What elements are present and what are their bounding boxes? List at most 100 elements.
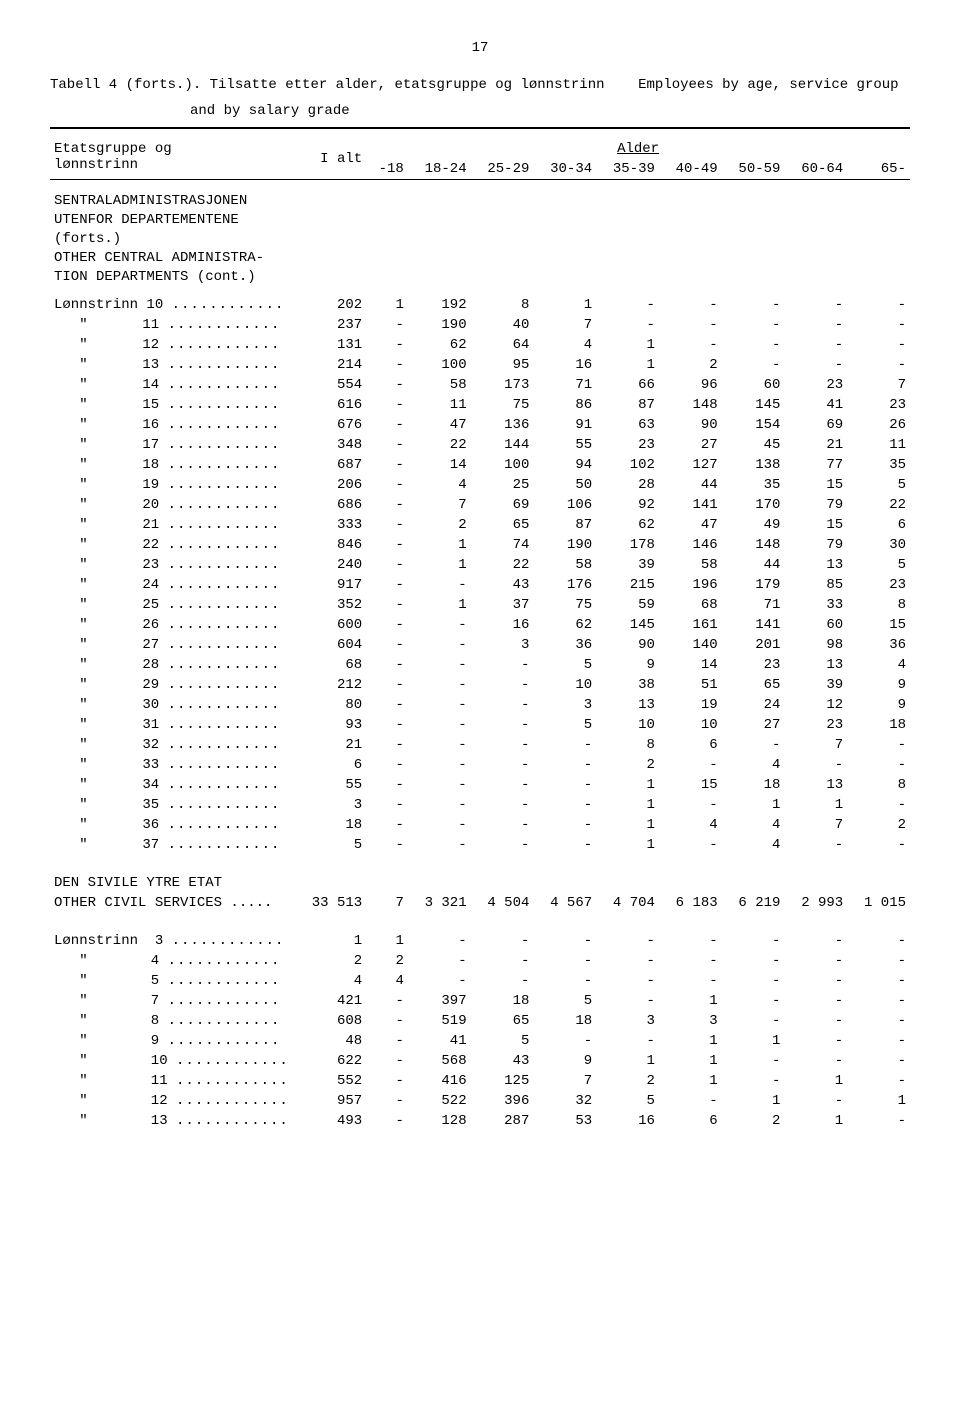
cell: 41 <box>408 1031 471 1051</box>
cell: 1 <box>408 535 471 555</box>
cell: - <box>596 991 659 1011</box>
cell: - <box>366 575 408 595</box>
cell: 2 <box>408 515 471 535</box>
cell: 15 <box>784 475 847 495</box>
cell: 13 <box>784 555 847 575</box>
cell: 1 <box>596 1051 659 1071</box>
cell: 14 <box>659 655 722 675</box>
cell: 71 <box>533 375 596 395</box>
cell: 106 <box>533 495 596 515</box>
cell: 16 <box>471 615 534 635</box>
cell: - <box>847 931 910 951</box>
cell: 33 513 <box>293 893 366 913</box>
cell: - <box>471 931 534 951</box>
cell: 10 <box>659 715 722 735</box>
cell: - <box>366 695 408 715</box>
cell: 1 <box>596 815 659 835</box>
cell: - <box>366 475 408 495</box>
cell: 43 <box>471 575 534 595</box>
cell: 95 <box>471 355 534 375</box>
cell: - <box>784 971 847 991</box>
cell: - <box>408 735 471 755</box>
cell: 63 <box>596 415 659 435</box>
cell: 1 <box>596 775 659 795</box>
row-label: " 22 ............ <box>50 535 293 555</box>
row-label: Lønnstrinn 10 ............ <box>50 295 293 315</box>
cell: - <box>596 315 659 335</box>
cell: 4 <box>293 971 366 991</box>
row-label: " 33 ............ <box>50 755 293 775</box>
cell: 676 <box>293 415 366 435</box>
row-label: " 15 ............ <box>50 395 293 415</box>
cell: 6 183 <box>659 893 722 913</box>
cell: 2 <box>722 1111 785 1131</box>
row-label: " 12 ............ <box>50 1091 293 1111</box>
cell: 65 <box>471 515 534 535</box>
cell: 22 <box>847 495 910 515</box>
cell: - <box>366 1051 408 1071</box>
cell: 43 <box>471 1051 534 1071</box>
cell: - <box>659 755 722 775</box>
row-label: " 30 ............ <box>50 695 293 715</box>
cell: - <box>722 335 785 355</box>
cell: - <box>408 755 471 775</box>
cell: 141 <box>659 495 722 515</box>
cell: 179 <box>722 575 785 595</box>
row-label: " 21 ............ <box>50 515 293 535</box>
cell: 65 <box>722 675 785 695</box>
row-label: " 19 ............ <box>50 475 293 495</box>
cell: - <box>533 795 596 815</box>
cell: - <box>471 715 534 735</box>
caption-en: Employees by age, service group <box>638 77 898 93</box>
cell: 80 <box>293 695 366 715</box>
cell: 6 <box>293 755 366 775</box>
cell: - <box>471 795 534 815</box>
cell: - <box>659 951 722 971</box>
cell: - <box>366 595 408 615</box>
cell: - <box>659 295 722 315</box>
table-row: " 34 ............55----11518138 <box>50 775 910 795</box>
cell: 136 <box>471 415 534 435</box>
row-label: " 37 ............ <box>50 835 293 855</box>
cell: 44 <box>722 555 785 575</box>
row-label: " 35 ............ <box>50 795 293 815</box>
row-label: " 23 ............ <box>50 555 293 575</box>
header-total: I alt <box>293 139 366 180</box>
cell: 4 <box>408 475 471 495</box>
rule-top <box>50 127 910 129</box>
cell: 4 <box>366 971 408 991</box>
cell: 1 <box>659 1031 722 1051</box>
table-row: " 35 ............3----1-11- <box>50 795 910 815</box>
cell: 5 <box>533 991 596 1011</box>
cell: 622 <box>293 1051 366 1071</box>
cell: - <box>784 315 847 335</box>
cell: 917 <box>293 575 366 595</box>
cell: 237 <box>293 315 366 335</box>
cell: 4 <box>722 815 785 835</box>
table-row: " 22 ............846-1741901781461487930 <box>50 535 910 555</box>
cell: 13 <box>596 695 659 715</box>
cell: 178 <box>596 535 659 555</box>
table-row: " 13 ............214-100951612--- <box>50 355 910 375</box>
cell: 18 <box>471 991 534 1011</box>
table-row: " 12 ............957-522396325-1-1 <box>50 1091 910 1111</box>
table-row: " 32 ............21----86-7- <box>50 735 910 755</box>
cell: 44 <box>659 475 722 495</box>
cell: 9 <box>847 675 910 695</box>
cell: 65 <box>471 1011 534 1031</box>
cell: - <box>366 1071 408 1091</box>
cell: 37 <box>471 595 534 615</box>
table-row: " 8 ............608-519651833--- <box>50 1011 910 1031</box>
table-row: Lønnstrinn 3 ............11-------- <box>50 931 910 951</box>
cell: 4 <box>659 815 722 835</box>
cell: 1 <box>722 1031 785 1051</box>
cell: - <box>366 495 408 515</box>
cell: - <box>659 795 722 815</box>
cell: - <box>366 815 408 835</box>
cell: 206 <box>293 475 366 495</box>
cell: - <box>784 835 847 855</box>
row-label: " 13 ............ <box>50 1111 293 1131</box>
caption-line2: and by salary grade <box>50 102 910 122</box>
table-row: " 20 ............686-769106921411707922 <box>50 495 910 515</box>
cell: - <box>408 695 471 715</box>
